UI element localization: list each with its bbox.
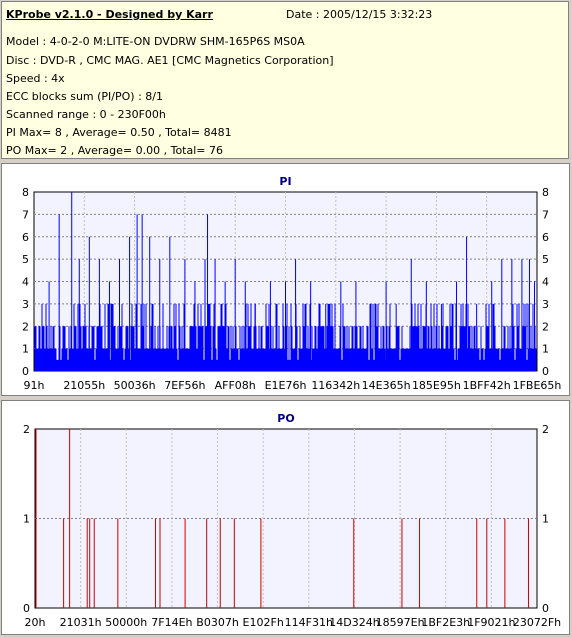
x-tick-label: E102Fh — [243, 616, 284, 629]
x-tick-label: 116342h — [311, 379, 360, 392]
x-tick-label: 1F9021h — [467, 616, 515, 629]
y-tick-label-left: 2 — [22, 320, 29, 333]
y-tick-label-left: 0 — [23, 602, 30, 615]
y-tick-label-left: 3 — [22, 298, 29, 311]
scanned-range-line: Scanned range : 0 - 230F00h — [6, 108, 166, 121]
y-tick-label-left: 1 — [22, 343, 29, 356]
x-tick-label: AFF08h — [215, 379, 256, 392]
y-tick-label-left: 7 — [22, 208, 29, 221]
y-tick-label-left: 5 — [22, 253, 29, 266]
pi-noise — [34, 303, 537, 371]
y-tick-label-left: 4 — [22, 276, 29, 289]
x-tick-label: 50000h — [105, 616, 147, 629]
disc-line: Disc : DVD-R , CMC MAG. AE1 [CMC Magneti… — [6, 54, 334, 67]
x-tick-label: 1FBE65h — [513, 379, 562, 392]
x-tick-label: 23072Fh — [513, 616, 561, 629]
chart-title: PO — [277, 412, 294, 425]
speed-line: Speed : 4x — [6, 72, 65, 85]
y-tick-label-right: 5 — [542, 253, 549, 266]
y-tick-label-left: 1 — [23, 513, 30, 526]
x-tick-label: 21031h — [60, 616, 102, 629]
x-tick-label: 18597Eh — [376, 616, 425, 629]
x-tick-label: 21055h — [63, 379, 105, 392]
x-tick-label: 20h — [25, 616, 46, 629]
y-tick-label-left: 2 — [23, 423, 30, 436]
y-tick-label-right: 0 — [542, 602, 549, 615]
y-tick-label-right: 7 — [542, 208, 549, 221]
app-title: KProbe v2.1.0 - Designed by Karr — [6, 8, 213, 21]
y-tick-label-right: 2 — [542, 320, 549, 333]
y-tick-label-right: 2 — [542, 423, 549, 436]
x-tick-label: E1E76h — [265, 379, 307, 392]
y-tick-label-right: 1 — [542, 513, 549, 526]
x-tick-label: 185E95h — [412, 379, 461, 392]
pi-chart: PI 0 0 1 1 2 2 3 3 4 4 5 5 6 6 7 7 8 8 91h 21055h 50036h 7EF56… — [22, 175, 562, 392]
x-tick-label: 1BF2E3h — [421, 616, 470, 629]
chart-title: PI — [279, 175, 291, 188]
x-tick-label: 7F14Eh — [151, 616, 192, 629]
y-tick-label-left: 0 — [22, 365, 29, 378]
x-tick-label: 114F31h — [285, 616, 333, 629]
plot-area — [34, 428, 538, 609]
x-tick-label: 1BFF42h — [463, 379, 511, 392]
po-chart: PO 0 0 1 1 2 2 20h 21031h 50000h 7F14Eh B0307h E102F… — [23, 412, 561, 629]
x-tick-label: 14E365h — [362, 379, 411, 392]
po-chart-panel: PO 0 0 1 1 2 2 20h 21031h 50000h 7F14Eh B0307h E102F… — [1, 400, 570, 635]
info-panel: KProbe v2.1.0 - Designed by Karr Date : … — [1, 1, 569, 159]
po-stats-line: PO Max= 2 , Average= 0.00 , Total= 76 — [6, 144, 223, 157]
y-tick-label-right: 4 — [542, 276, 549, 289]
y-tick-label-right: 3 — [542, 298, 549, 311]
y-tick-label-right: 8 — [542, 186, 549, 199]
x-tick-label: 50036h — [114, 379, 156, 392]
pi-chart-panel: PI 0 0 1 1 2 2 3 3 4 4 5 5 6 6 7 7 8 8 91h 21055h 50036h 7EF56… — [1, 163, 570, 396]
y-tick-label-left: 6 — [22, 231, 29, 244]
x-tick-label: 7EF56h — [164, 379, 205, 392]
y-tick-label-right: 6 — [542, 231, 549, 244]
x-tick-label: 14D324h — [329, 616, 379, 629]
scan-date: Date : 2005/12/15 3:32:23 — [286, 8, 433, 21]
y-tick-label-right: 1 — [542, 343, 549, 356]
x-tick-label: B0307h — [196, 616, 239, 629]
model-line: Model : 4-0-2-0 M:LITE-ON DVDRW SHM-165P… — [6, 35, 305, 48]
y-tick-label-right: 0 — [542, 365, 549, 378]
ecc-sum-line: ECC blocks sum (PI/PO) : 8/1 — [6, 90, 163, 103]
pi-stats-line: PI Max= 8 , Average= 0.50 , Total= 8481 — [6, 126, 232, 139]
y-tick-label-left: 8 — [22, 186, 29, 199]
x-tick-label: 91h — [24, 379, 45, 392]
